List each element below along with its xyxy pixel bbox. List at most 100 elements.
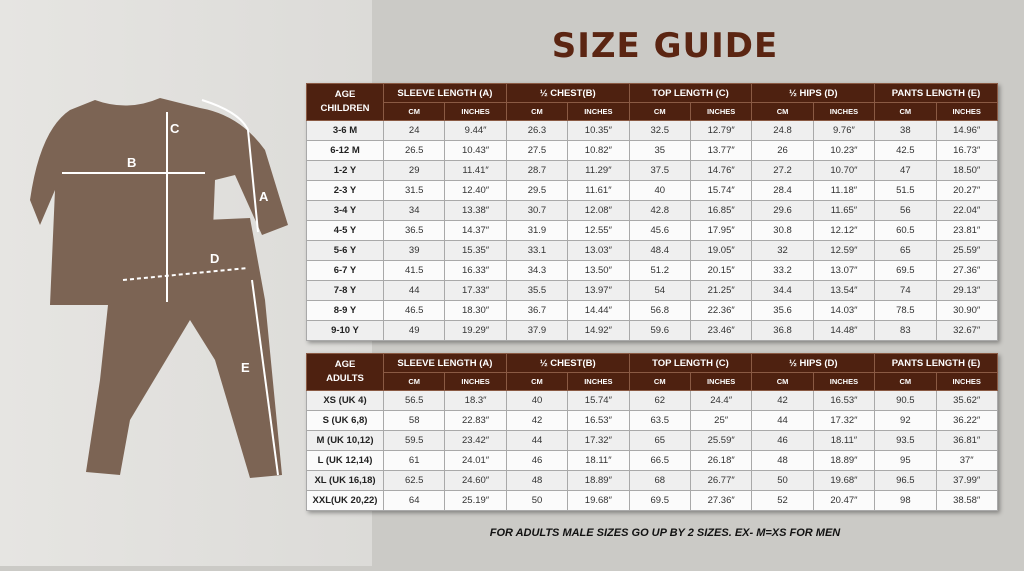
table-cell: 78.5 — [874, 300, 937, 321]
table-cell: 11.61″ — [567, 180, 630, 201]
table-cell: 42.5 — [874, 140, 937, 161]
unit-row: CM INCHES CM INCHES CM INCHES CM INCHES CM INCHES — [307, 102, 998, 121]
table-row: S (UK 6,8) 58 22.83″ 42 16.53″ 63.5 25″ 44 17.32… — [306, 410, 998, 431]
table-cell: 27.2 — [751, 160, 814, 181]
children-size-table: AGE CHILDREN SLEEVE LENGTH (A) ½ CHEST(B) TO… — [306, 83, 998, 341]
table-cell: 27.5 — [505, 140, 569, 161]
age-header: AGE CHILDREN — [306, 83, 384, 121]
table-cell: 10.43″ — [444, 140, 507, 161]
shirt-shape — [30, 98, 288, 305]
table-cell: 27.36″ — [935, 260, 998, 281]
column-group-header: PANTS LENGTH (E) — [874, 83, 998, 103]
column-group-header: ½ CHEST(B) — [505, 353, 630, 373]
inches-header: INCHES — [444, 102, 507, 121]
footnote: FOR ADULTS MALE SIZES GO UP BY 2 SIZES. … — [489, 527, 841, 539]
table-cell: 90.5 — [874, 390, 937, 411]
table-row: 4-5 Y 36.5 14.37″ 31.9 12.55″ 45.6 17.95″ 30.8 1… — [306, 220, 998, 241]
size-label: 3-6 M — [306, 120, 384, 141]
table-cell: 15.74″ — [567, 390, 630, 411]
inches-header: INCHES — [812, 102, 876, 121]
page-title: SIZE GUIDE — [551, 26, 779, 66]
table-cell: 34.3 — [505, 260, 569, 281]
label-d: D — [210, 251, 220, 266]
table-row: XXL(UK 20,22) 64 25.19″ 50 19.68″ 69.5 27.36″ 5… — [306, 490, 998, 511]
size-label: XS (UK 4) — [306, 390, 384, 411]
table-cell: 26.5 — [382, 140, 446, 161]
table-cell: 44 — [751, 410, 814, 431]
table-cell: 26 — [751, 140, 814, 161]
column-group-header: ½ HIPS (D) — [751, 83, 876, 103]
table-cell: 14.96″ — [935, 120, 998, 141]
size-label: XL (UK 16,18) — [306, 470, 384, 491]
table-cell: 49 — [382, 320, 446, 341]
table-cell: 10.70″ — [812, 160, 876, 181]
table-cell: 16.85″ — [689, 200, 753, 221]
table-cell: 74 — [874, 280, 937, 301]
table-cell: 50 — [751, 470, 814, 491]
table-cell: 36.5 — [382, 220, 446, 241]
table-cell: 24.8 — [751, 120, 814, 141]
table-cell: 68 — [628, 470, 691, 491]
table-cell: 51.5 — [874, 180, 937, 201]
table-cell: 29.5 — [505, 180, 569, 201]
cm-header: CM — [751, 372, 814, 391]
size-label: 4-5 Y — [306, 220, 384, 241]
group-label: CHILDREN — [320, 103, 370, 114]
table-cell: 16.53″ — [812, 390, 876, 411]
table-cell: 14.76″ — [689, 160, 753, 181]
table-cell: 69.5 — [874, 260, 937, 281]
table-cell: 12.79″ — [689, 120, 753, 141]
table-cell: 15.35″ — [444, 240, 507, 261]
table-cell: 37″ — [935, 450, 998, 471]
table-row: 6-12 M 26.5 10.43″ 27.5 10.82″ 35 13.77″ 26 10.2… — [306, 140, 998, 161]
table-row: L (UK 12,14) 61 24.01″ 46 18.11″ 66.5 26.18″ 48… — [306, 450, 998, 471]
table-cell: 42 — [751, 390, 814, 411]
table-cell: 13.97″ — [567, 280, 630, 301]
table-cell: 60.5 — [874, 220, 937, 241]
table-row: 8-9 Y 46.5 18.30″ 36.7 14.44″ 56.8 22.36″ 35.6 1… — [306, 300, 998, 321]
garment-illustration — [30, 98, 288, 478]
size-label: 6-7 Y — [306, 260, 384, 281]
table-cell: 32.5 — [628, 120, 691, 141]
table-cell: 16.53″ — [567, 410, 630, 431]
table-cell: 23.46″ — [689, 320, 753, 341]
table-cell: 32.67″ — [935, 320, 998, 341]
table-cell: 12.12″ — [812, 220, 876, 241]
table-cell: 36.8 — [751, 320, 814, 341]
column-group-header: ½ CHEST(B) — [505, 83, 630, 103]
cm-header: CM — [628, 372, 691, 391]
table-cell: 56.8 — [628, 300, 691, 321]
table-cell: 35 — [628, 140, 691, 161]
table-cell: 30.7 — [505, 200, 569, 221]
label-c: C — [170, 121, 180, 136]
table-cell: 17.32″ — [812, 410, 876, 431]
table-cell: 46.5 — [382, 300, 446, 321]
table-cell: 45.6 — [628, 220, 691, 241]
table-cell: 11.41″ — [444, 160, 507, 181]
size-label: M (UK 10,12) — [306, 430, 384, 451]
cm-header: CM — [382, 102, 446, 121]
table-cell: 38 — [874, 120, 937, 141]
table-cell: 9.44″ — [444, 120, 507, 141]
table-cell: 20.15″ — [689, 260, 753, 281]
table-cell: 10.23″ — [812, 140, 876, 161]
table-cell: 92 — [874, 410, 937, 431]
table-cell: 26.3 — [505, 120, 569, 141]
label-a: A — [259, 189, 269, 204]
table-cell: 66.5 — [628, 450, 691, 471]
age-label: AGE — [334, 89, 356, 100]
table-row: 2-3 Y 31.5 12.40″ 29.5 11.61″ 40 15.74″ 28.4 11.… — [306, 180, 998, 201]
table-cell: 18.30″ — [444, 300, 507, 321]
table-cell: 17.95″ — [689, 220, 753, 241]
table-cell: 19.68″ — [812, 470, 876, 491]
age-label: AGE — [334, 359, 356, 370]
cm-header: CM — [874, 372, 937, 391]
table-cell: 18.11″ — [567, 450, 630, 471]
table-cell: 24.01″ — [444, 450, 507, 471]
table-cell: 37.9 — [505, 320, 569, 341]
table-cell: 14.37″ — [444, 220, 507, 241]
table-cell: 42.8 — [628, 200, 691, 221]
table-cell: 36.81″ — [935, 430, 998, 451]
table-cell: 13.54″ — [812, 280, 876, 301]
table-cell: 42 — [505, 410, 569, 431]
